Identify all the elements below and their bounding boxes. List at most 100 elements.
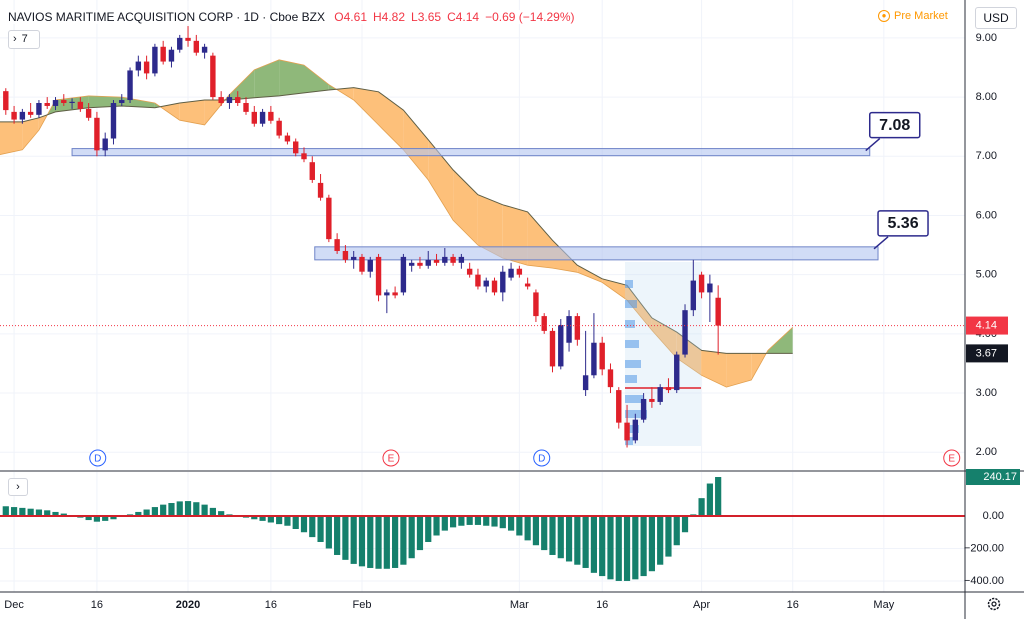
histogram-bar [615, 516, 622, 581]
cloud-fill [651, 317, 677, 359]
indicator-toggle[interactable]: › 7 [8, 30, 40, 49]
cloud-fill [378, 91, 404, 150]
histogram-bar [276, 516, 283, 525]
session-label: Pre Market [894, 10, 948, 22]
histogram-bar [507, 516, 515, 531]
histogram-bar [60, 513, 67, 517]
y-tick-label: −200.00 [964, 542, 1004, 554]
histogram-bar [160, 504, 167, 517]
histogram-bar [383, 516, 390, 569]
candle-body [516, 268, 523, 275]
event-marker [943, 449, 961, 467]
histogram-bar [516, 516, 523, 536]
histogram-bar [52, 511, 59, 517]
candle-body [682, 310, 688, 355]
candle-body [301, 153, 307, 160]
candle-body [119, 100, 125, 103]
candle-body [574, 316, 581, 340]
candle-body [624, 422, 630, 441]
cloud-line [0, 87, 793, 354]
candle-body [284, 135, 291, 142]
volume-profile-area [625, 262, 701, 446]
histogram-bar [557, 516, 564, 559]
histogram-bar [590, 516, 598, 573]
histogram-bar [623, 516, 631, 581]
cloud-fill [0, 121, 23, 155]
candle-body [52, 100, 59, 106]
candle-body [649, 398, 655, 402]
candle-body [400, 256, 407, 293]
histogram-bar [267, 516, 274, 523]
candle-body [665, 387, 672, 391]
zone-label: 7.08 [879, 117, 910, 134]
candle-body [524, 283, 531, 287]
histogram-bar [541, 516, 548, 551]
candle-body [582, 375, 589, 391]
candle-body [607, 369, 614, 388]
candle-body [442, 256, 448, 263]
candle-body [85, 108, 92, 118]
histogram-bar [27, 508, 34, 517]
histogram-bar [640, 516, 647, 577]
main-pane [0, 0, 965, 470]
price-zone [71, 148, 871, 157]
histogram-bar [491, 516, 498, 527]
histogram-bar [151, 507, 158, 517]
histogram-bar [209, 507, 216, 517]
histogram-bar [582, 516, 589, 568]
candle-body [566, 316, 572, 343]
candle-body [591, 342, 597, 376]
histogram-bar [524, 516, 531, 541]
candle-body [425, 259, 431, 266]
histogram-bar [102, 516, 109, 521]
candle-body [36, 102, 42, 115]
histogram-bar [135, 511, 142, 517]
currency-button[interactable]: USD [975, 7, 1017, 29]
candle-body [599, 342, 605, 370]
candle-body [259, 111, 266, 124]
histogram-bar [392, 516, 399, 568]
cloud-fill [353, 87, 379, 125]
histogram-bar [325, 516, 332, 549]
candle-body [276, 120, 282, 136]
candle-body [715, 297, 721, 326]
event-label: E [388, 454, 395, 465]
event-marker [382, 449, 400, 467]
candle-body [110, 102, 117, 139]
candle-body [483, 280, 489, 287]
cloud-fill [627, 285, 652, 331]
candle-body [632, 419, 639, 441]
session-status[interactable]: ● Pre Market [878, 10, 948, 22]
candle-body [309, 162, 315, 180]
histogram-bar [466, 516, 473, 525]
price-label-box [966, 344, 1008, 363]
volume-profile-bar [625, 410, 647, 418]
candle-body [317, 182, 324, 198]
pane-toggle[interactable]: › [8, 478, 28, 496]
histogram-bar [317, 516, 324, 542]
cloud-fill [179, 100, 205, 125]
histogram-bar [93, 516, 101, 522]
candle-body [367, 259, 373, 272]
candle-body [235, 97, 241, 103]
candle-body [251, 111, 257, 124]
histogram-bar [706, 483, 713, 517]
histogram-bar [425, 516, 432, 542]
price-label: 4.14 [976, 319, 997, 331]
candle-body [466, 268, 473, 275]
histogram-bar [657, 516, 664, 565]
x-tick-label: 16 [265, 599, 277, 611]
histogram-bar [259, 516, 266, 521]
volume-profile-bar [625, 437, 633, 445]
cloud-fill [403, 110, 429, 180]
candle-body [500, 271, 506, 293]
settings-button[interactable] [987, 597, 1001, 611]
cloud-fill [477, 194, 503, 259]
cloud-fill [229, 69, 255, 100]
candle-body [135, 61, 142, 71]
y-tick-label: 9.00 [976, 32, 997, 44]
price-label-box [966, 316, 1008, 335]
histogram-bar [218, 511, 225, 517]
histogram-bar [673, 516, 680, 546]
